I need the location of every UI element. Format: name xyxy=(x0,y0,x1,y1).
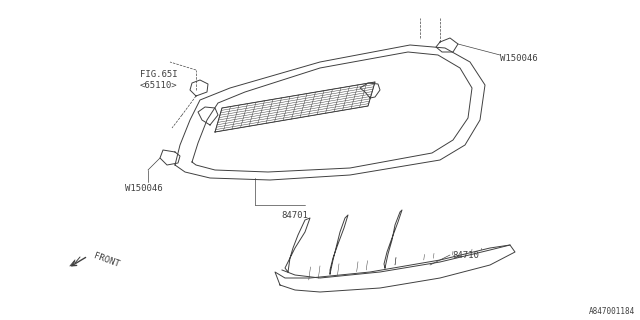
Text: W150046: W150046 xyxy=(500,53,538,62)
Text: W150046: W150046 xyxy=(125,183,163,193)
Text: A847001184: A847001184 xyxy=(589,307,635,316)
Text: 84701: 84701 xyxy=(282,211,308,220)
Text: FRONT: FRONT xyxy=(92,251,120,269)
Text: FIG.65I
<65110>: FIG.65I <65110> xyxy=(140,70,178,90)
Text: 84710: 84710 xyxy=(452,251,479,260)
